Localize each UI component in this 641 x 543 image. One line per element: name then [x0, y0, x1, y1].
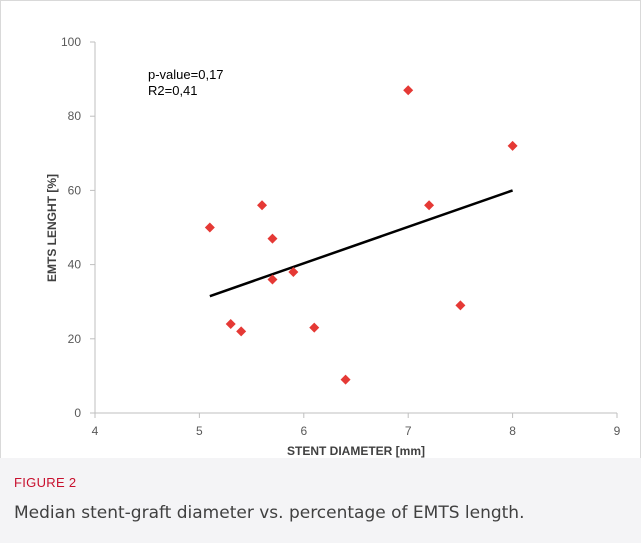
p-value-annotation: p-value=0,17: [148, 67, 224, 82]
data-point: [309, 322, 320, 333]
data-point: [424, 200, 435, 211]
y-tick-label: 80: [68, 109, 82, 123]
data-point: [455, 300, 466, 311]
x-tick-label: 9: [614, 424, 621, 438]
data-point: [257, 200, 268, 211]
x-tick-label: 4: [92, 424, 99, 438]
data-point: [267, 233, 278, 244]
figure-label: FIGURE 2: [14, 475, 77, 490]
r2-annotation: R2=0,41: [148, 83, 198, 98]
figure-caption-bar: [0, 458, 641, 543]
x-tick-label: 5: [196, 424, 203, 438]
y-tick-label: 0: [74, 406, 81, 420]
trendline-group: [209, 189, 514, 298]
x-tick-label: 6: [300, 424, 307, 438]
data-point: [507, 140, 518, 151]
y-axis-title: EMTS LENGHT [%]: [45, 174, 59, 282]
y-tick-label: 100: [61, 35, 81, 49]
data-point: [267, 274, 278, 285]
figure-caption: Median stent-graft diameter vs. percenta…: [14, 503, 525, 523]
data-point: [236, 326, 247, 337]
y-tick-label: 40: [68, 258, 82, 272]
y-tick-label: 60: [68, 183, 82, 197]
x-tick-label: 8: [509, 424, 516, 438]
y-tick-label: 20: [68, 332, 82, 346]
data-point: [288, 267, 299, 278]
data-point: [340, 374, 351, 385]
chart-tick-labels: 0 20 40 60 80 100 4 5 6 7 8 9: [61, 35, 621, 438]
data-point: [204, 222, 215, 233]
x-axis-title: STENT DIAMETER [mm]: [287, 444, 425, 458]
trendline: [209, 189, 514, 298]
data-points: [204, 85, 518, 385]
x-tick-label: 7: [405, 424, 412, 438]
data-point: [225, 318, 236, 329]
data-point: [403, 85, 414, 96]
chart-axes: [94, 42, 617, 414]
